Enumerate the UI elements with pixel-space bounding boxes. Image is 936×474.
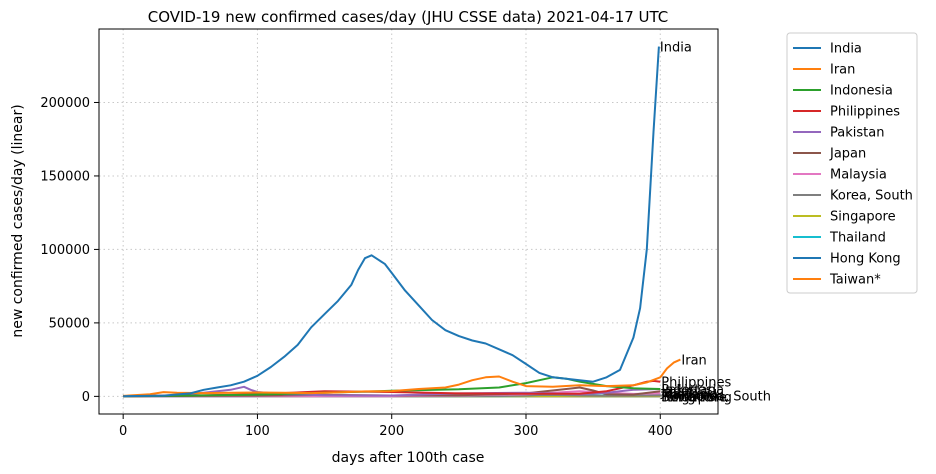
legend-label: Japan — [829, 147, 866, 162]
legend-label: Hong Kong — [830, 252, 901, 267]
legend-item: Japan — [793, 147, 866, 162]
legend-item: Korea, South — [793, 189, 913, 204]
x-tick-label: 200 — [379, 424, 404, 439]
y-tick-label: 50000 — [49, 316, 90, 331]
series-end-label: Indonesia — [661, 383, 724, 398]
series-end-label: Thailand — [660, 388, 717, 403]
y-axis-label: new confirmed cases/day (linear) — [10, 104, 26, 337]
legend-label: Indonesia — [830, 84, 893, 99]
series-end-label: India — [660, 41, 692, 56]
legend-frame — [786, 32, 918, 294]
plot-frame — [98, 28, 719, 415]
legend: India Iran Indonesia Philippines Pakistan Jap… — [786, 32, 918, 294]
legend-label: Pakistan — [830, 126, 884, 141]
x-tick-label: 100 — [245, 424, 270, 439]
series-end-label: Taiwan* — [660, 390, 712, 405]
series-end-label: Japan — [660, 385, 697, 400]
legend-item: Hong Kong — [793, 252, 901, 267]
legend-label: Korea, South — [830, 189, 913, 204]
series-line-india — [123, 46, 660, 398]
series-end-label: Iran — [681, 354, 706, 369]
legend-label: Thailand — [829, 231, 886, 246]
series-end-label: Singapore — [661, 390, 727, 405]
legend-item: India — [793, 42, 862, 57]
legend-item: Pakistan — [793, 126, 884, 141]
series-end-label: Hong Kong — [661, 390, 732, 405]
series-line-iran — [123, 358, 681, 397]
y-tick-label: 0 — [82, 390, 90, 405]
legend-label: Malaysia — [830, 168, 887, 183]
legend-item: Thailand — [793, 231, 886, 246]
x-tick-label: 400 — [648, 424, 673, 439]
axis-ticks: 0 100 200 300 400 0 50000 100000 150000 200000 — [40, 96, 672, 439]
legend-item: Taiwan* — [793, 273, 881, 288]
legend-item: Iran — [793, 63, 855, 78]
y-tick-label: 200000 — [40, 96, 90, 111]
legend-label: India — [830, 42, 862, 57]
gridlines — [99, 29, 718, 414]
series-line-indonesia — [123, 376, 661, 398]
legend-label: Philippines — [830, 105, 900, 120]
x-tick-label: 300 — [514, 424, 539, 439]
series-end-label: Korea, South — [688, 389, 771, 404]
legend-item: Indonesia — [793, 84, 893, 99]
series-end-label: Pakistan — [661, 383, 715, 398]
series-layer — [123, 46, 688, 398]
series-end-label: Philippines — [661, 376, 731, 391]
series-end-label: Malaysia — [661, 387, 718, 402]
legend-label: Singapore — [830, 210, 896, 225]
legend-item: Malaysia — [793, 168, 887, 183]
y-tick-label: 150000 — [40, 169, 90, 184]
legend-label: Taiwan* — [829, 273, 881, 288]
x-tick-label: 0 — [119, 424, 127, 439]
x-axis-label: days after 100th case — [332, 450, 485, 466]
series-end-labels: India Iran IndonesiaPhilippinesPakistanJap… — [660, 41, 771, 406]
y-tick-label: 100000 — [40, 243, 90, 258]
legend-item: Philippines — [793, 105, 900, 120]
legend-item: Singapore — [793, 210, 896, 225]
legend-label: Iran — [830, 63, 855, 78]
chart-title: COVID-19 new confirmed cases/day (JHU CS… — [148, 8, 669, 26]
